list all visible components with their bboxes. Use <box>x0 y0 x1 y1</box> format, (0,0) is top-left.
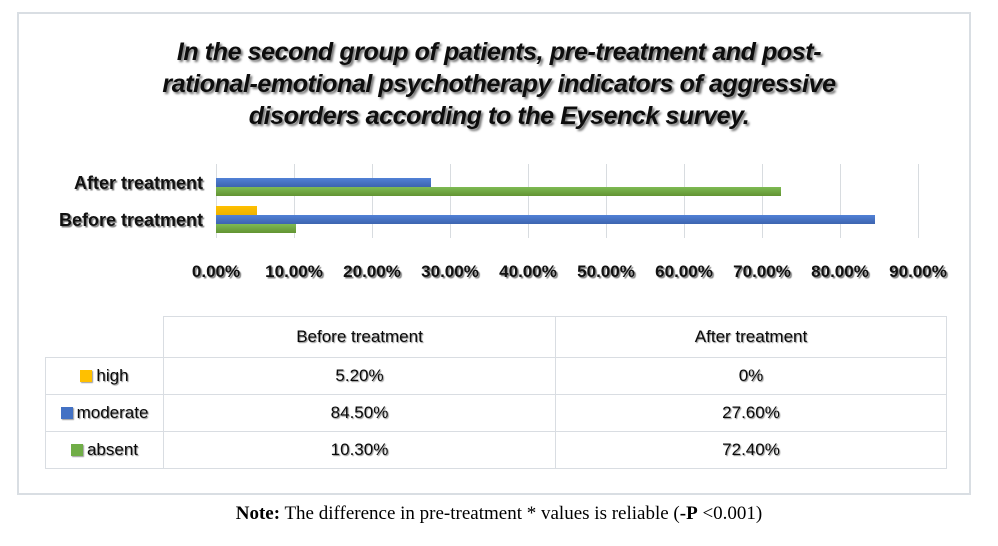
bar-moderate-before-treatment <box>216 215 876 224</box>
category-label: Before treatment <box>58 209 203 230</box>
legend-label: absent <box>86 440 139 459</box>
gridline <box>840 164 841 238</box>
bar-absent-before-treatment <box>216 224 297 233</box>
note-text-end: <0.001) <box>697 503 763 524</box>
figure-frame <box>17 12 971 495</box>
x-axis-tick-label: 80.00% <box>811 262 869 281</box>
legend-swatch-moderate <box>60 407 73 419</box>
legend-label: moderate <box>76 403 149 422</box>
legend-label: high <box>96 366 129 385</box>
x-axis-tick-label: 70.00% <box>733 262 791 281</box>
gridline <box>684 164 685 238</box>
table-header-cell: Before treatment <box>163 316 556 358</box>
value-cell-moderate-before: 84.50% <box>163 394 556 432</box>
gridline <box>294 164 295 238</box>
value-cell-high-before: 5.20% <box>163 357 556 395</box>
gridline <box>918 164 919 238</box>
x-axis-tick-label: 10.00% <box>265 262 323 281</box>
x-axis-tick-label: 60.00% <box>655 262 713 281</box>
x-axis-tick-label: 50.00% <box>577 262 635 281</box>
legend-cell-absent: absent <box>45 431 164 469</box>
gridline <box>216 164 217 238</box>
bar-high-before-treatment <box>216 206 257 215</box>
note-label: Note: <box>235 503 281 524</box>
gridline <box>528 164 529 238</box>
legend-cell-moderate: moderate <box>45 394 164 432</box>
bar-moderate-after-treatment <box>216 178 432 187</box>
gridline <box>606 164 607 238</box>
x-axis-tick-label: 90.00% <box>889 262 947 281</box>
gridline <box>372 164 373 238</box>
bar-absent-after-treatment <box>216 187 781 196</box>
gridline <box>762 164 763 238</box>
data-table: Before treatment After treatment high 5.20%… <box>45 316 947 469</box>
value-cell-absent-after: 72.40% <box>555 431 947 469</box>
gridline <box>450 164 451 238</box>
x-axis-tick-label: 20.00% <box>343 262 401 281</box>
chart-title: In the second group of patients, pre-tre… <box>162 38 836 130</box>
table-row: high 5.20% 0% <box>45 357 947 395</box>
table-corner-cell <box>46 317 164 358</box>
x-axis-tick-label: 40.00% <box>499 262 557 281</box>
value-cell-moderate-after: 27.60% <box>555 394 947 432</box>
table-row: moderate 84.50% 27.60% <box>45 394 947 432</box>
plot-area <box>216 164 919 238</box>
note-p-label: -P <box>679 503 698 524</box>
table-row: absent 10.30% 72.40% <box>45 431 947 469</box>
figure-note: Note: The difference in pre-treatment * … <box>0 502 998 526</box>
x-axis-tick-label: 30.00% <box>421 262 479 281</box>
table-header-cell: After treatment <box>555 316 947 358</box>
legend-swatch-absent <box>70 444 83 456</box>
value-cell-high-after: 0% <box>555 357 947 395</box>
legend-cell-high: high <box>45 357 164 395</box>
value-cell-absent-before: 10.30% <box>163 431 556 469</box>
category-label: After treatment <box>73 172 203 193</box>
note-text: The difference in pre-treatment * values… <box>280 503 680 524</box>
x-axis-tick-label: 0.00% <box>191 262 241 281</box>
legend-swatch-high <box>80 370 93 382</box>
